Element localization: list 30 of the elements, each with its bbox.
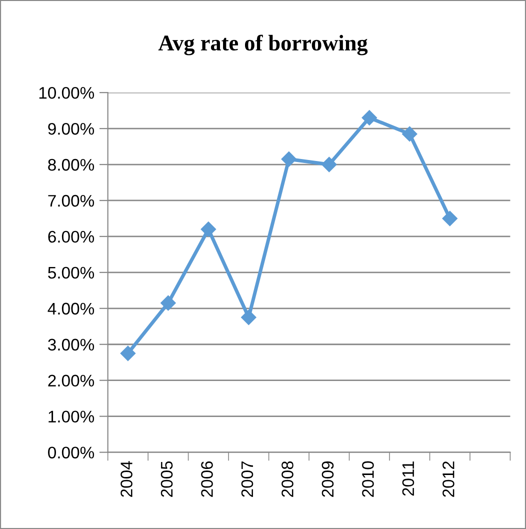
x-tick-label: 2012 bbox=[442, 461, 454, 497]
x-tick-label: 2010 bbox=[362, 461, 374, 497]
y-tick-label: 7.00% bbox=[48, 194, 94, 207]
point bbox=[402, 126, 418, 142]
y-tick-label: 3.00% bbox=[48, 338, 94, 351]
y-tick-label: 2.00% bbox=[48, 374, 94, 387]
chart-title: Avg rate of borrowing bbox=[158, 34, 368, 56]
x-tick-label: 2005 bbox=[160, 461, 173, 497]
point bbox=[362, 110, 377, 126]
y-tick-label: 1.00% bbox=[48, 410, 94, 423]
x-tick-label: 2011 bbox=[402, 461, 414, 496]
point bbox=[281, 152, 296, 167]
point bbox=[322, 156, 337, 172]
y-tick-label: 6.00% bbox=[48, 230, 94, 243]
y-tick-label: 0.00% bbox=[48, 446, 94, 458]
y-tick-label: 8.00% bbox=[48, 158, 94, 171]
point bbox=[200, 222, 216, 237]
y-tick-label: 5.00% bbox=[48, 266, 94, 279]
y-tick-label: 9.00% bbox=[48, 122, 94, 135]
x-tick-label: 2009 bbox=[322, 461, 334, 497]
x-tick-label: 2007 bbox=[241, 461, 254, 497]
point bbox=[160, 295, 176, 311]
x-tick-label: 2006 bbox=[201, 461, 213, 497]
x-tick-label: 2004 bbox=[120, 461, 132, 497]
y-tick-label: 4.00% bbox=[48, 302, 94, 315]
point bbox=[120, 346, 136, 361]
point bbox=[241, 310, 256, 325]
y-tick-label: 10.00% bbox=[39, 86, 94, 99]
point bbox=[442, 210, 458, 226]
x-tick-label: 2008 bbox=[282, 461, 294, 497]
